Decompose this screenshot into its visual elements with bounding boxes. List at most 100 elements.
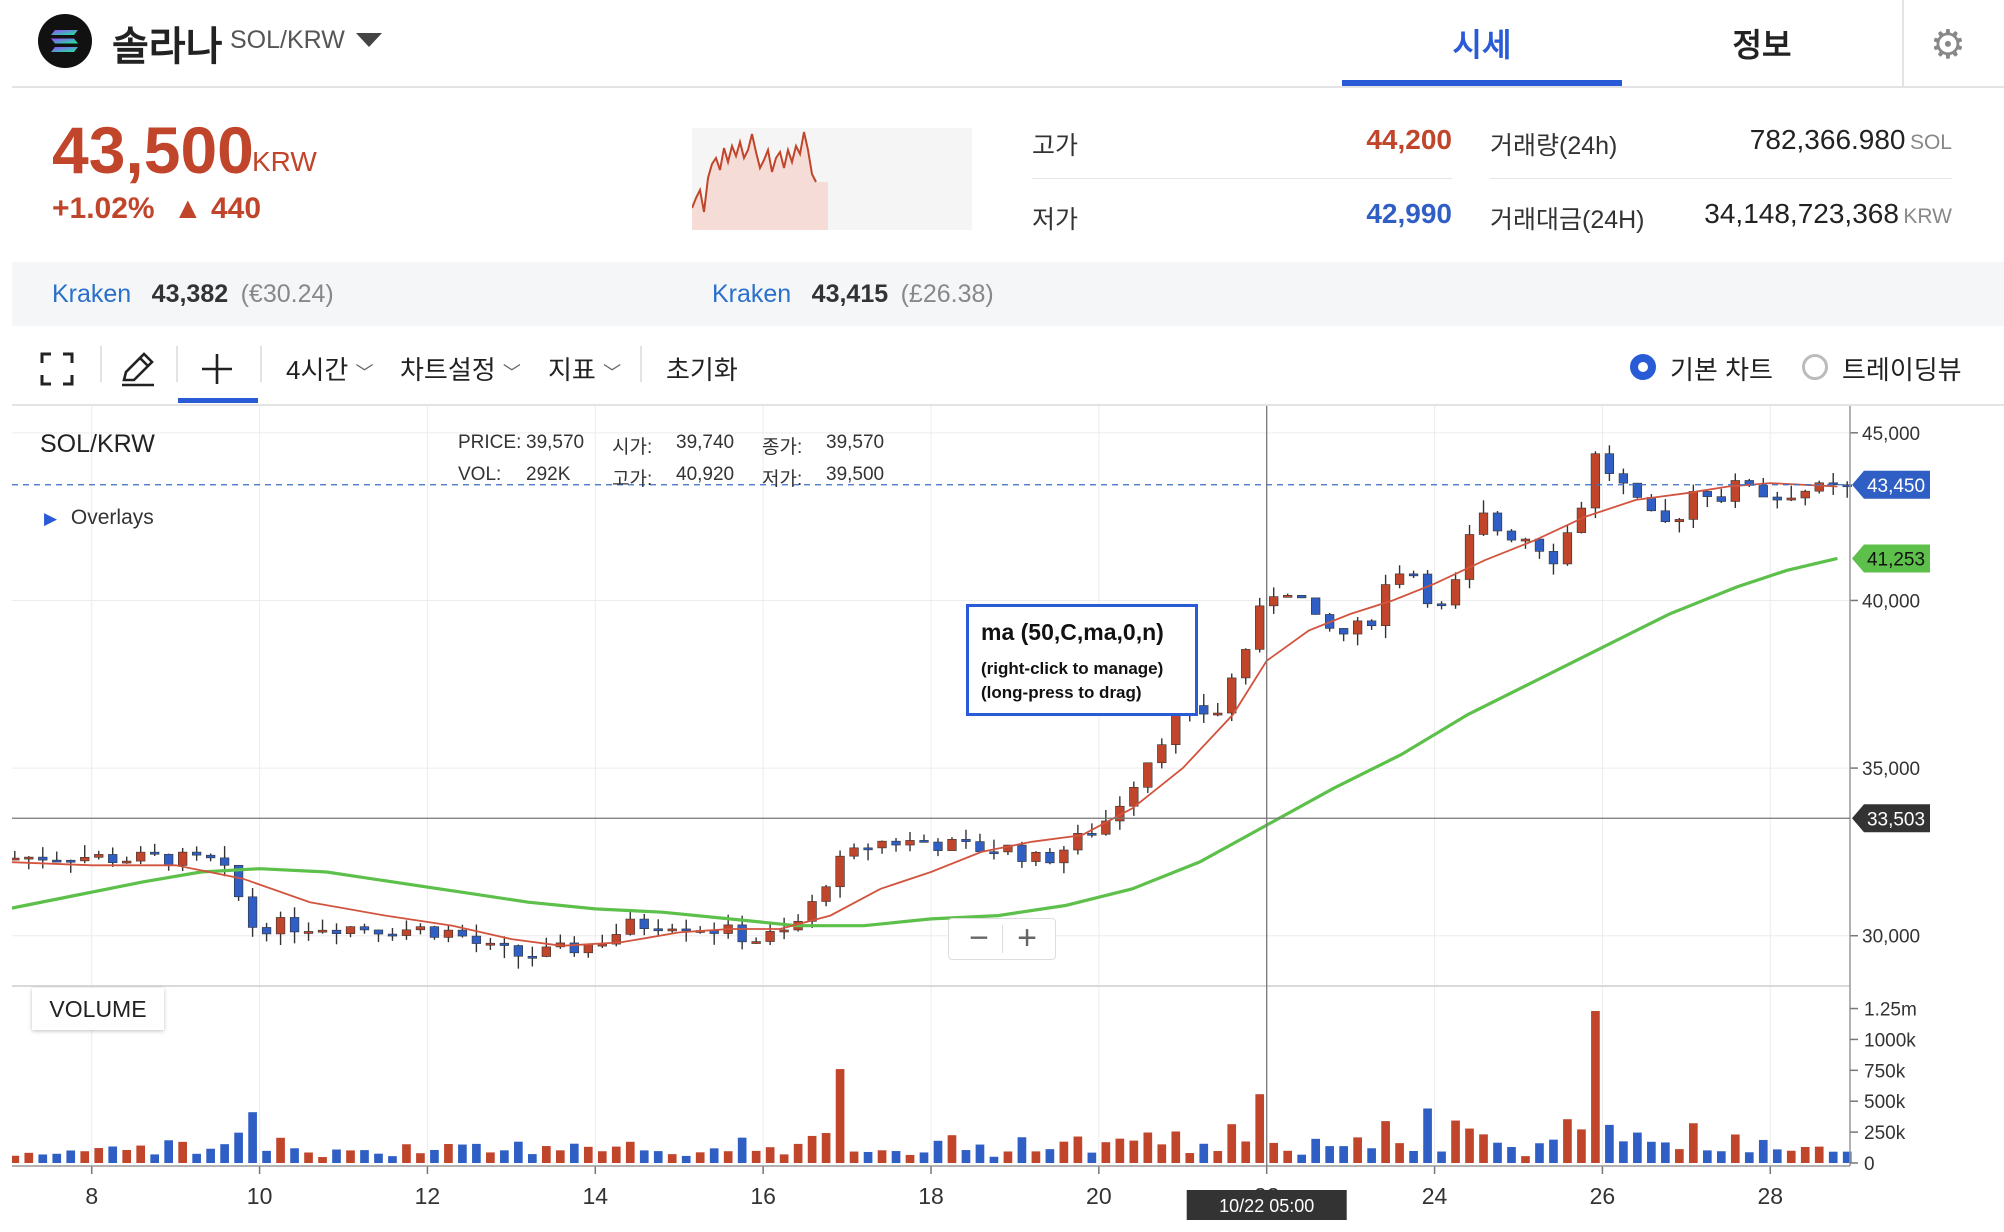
candle-body [12,857,20,861]
crosshair-icon[interactable] [200,352,234,386]
tab-market[interactable]: 시세 [1452,27,1512,63]
candle-body [24,856,34,860]
exchange-price: 43,415 [811,280,889,308]
candle-body [1031,851,1041,862]
zoom-out-button[interactable]: − [969,919,989,957]
price-chart[interactable]: 30,00035,00040,00045,0008101214161820222… [12,406,2004,1232]
candle-body [989,851,999,855]
header-bar [12,0,2004,88]
volume-bar [1744,1152,1754,1163]
open-value: 39,740 [676,432,735,453]
candle-body [1520,538,1531,542]
x-tick-label: 20 [1086,1183,1112,1209]
candle-body [1786,497,1796,501]
candle-body [122,860,132,864]
volume-bar [94,1148,104,1163]
volume-bar [1814,1146,1824,1163]
volume-bar [1003,1151,1013,1163]
ma-tooltip[interactable]: ma (50,C,ma,0,n) (right-click to manage)… [966,604,1198,716]
candle-body [1772,496,1782,501]
volume-bar [458,1144,467,1163]
tradingview-label[interactable]: 트레이딩뷰 [1842,355,1962,385]
dropdown-caret-icon[interactable] [356,33,382,47]
basic-chart-radio[interactable] [1630,354,1656,380]
ma-fast-line [12,482,1838,947]
candle-body [1073,833,1083,851]
divider [1490,178,1952,179]
indicators-dropdown[interactable]: 지표 ﹀ [548,350,621,387]
candle-body [205,854,216,859]
volume-bar [1633,1132,1642,1163]
coin-name: 솔라나 [112,25,223,69]
candle-body [219,857,230,866]
zoom-controls: − + [948,918,1056,960]
candle-body [247,896,258,928]
toolbar-divider [176,346,178,382]
settings-button[interactable] [1902,0,2004,86]
candle-body [1199,705,1209,715]
x-tick-label: 18 [918,1183,944,1209]
price-change: +1.02% ▲ 440 [52,192,261,226]
candle-body [1618,473,1629,484]
candle-body [1604,453,1615,474]
chart-settings-dropdown[interactable]: 차트설정 ﹀ [400,350,521,387]
candle-body [275,917,286,935]
tooltip-title: ma (50,C,ma,0,n) [981,619,1164,645]
candle-body [1590,453,1601,509]
basic-chart-label[interactable]: 기본 차트 [1670,355,1773,385]
candle-body [1087,833,1097,836]
candle-body [261,927,272,935]
last-price-tag [1852,470,1930,499]
volume-bar [318,1157,327,1163]
gear-icon[interactable]: ⚙ [1930,23,1966,67]
volume-bar [346,1150,355,1163]
exchange-price-gbp[interactable]: Kraken 43,415 (£26.38) [712,280,994,309]
fullscreen-icon[interactable] [40,352,74,386]
candle-body [108,854,118,864]
exchange-name: Kraken [712,280,792,308]
volume-bar [1311,1138,1321,1163]
pencil-icon[interactable] [118,350,156,388]
interval-dropdown[interactable]: 4시간 ﹀ [286,350,374,387]
ma-value-tag [1852,544,1930,573]
y-tick-label: 35,000 [1862,759,1920,780]
volume-bar [430,1149,439,1163]
exchange-price-eur[interactable]: Kraken 43,382 (€30.24) [52,280,334,309]
candle-body [1436,603,1447,607]
candle-body [513,945,523,957]
candle-body [1534,538,1545,552]
zoom-in-button[interactable]: + [1017,919,1037,957]
volume-bar [1772,1149,1782,1163]
volume-bar [597,1151,607,1163]
volume-bar [751,1150,761,1163]
amount-label: 거래대금(24H) [1490,206,1645,234]
volume-bar [122,1149,132,1163]
volume-bar [220,1144,229,1163]
volume-bar [681,1155,691,1163]
volume-bar [1605,1124,1614,1163]
candle-body [1688,491,1698,520]
candle-body [1380,584,1391,627]
volume-bar [1395,1143,1404,1163]
x-tick-label: 16 [750,1183,776,1209]
reset-button[interactable]: 초기화 [666,355,738,385]
candle-body [345,926,356,934]
tradingview-radio[interactable] [1802,354,1828,380]
candle-body [373,929,384,935]
x-tick-label: 8 [85,1183,98,1209]
candle-body [1045,851,1055,864]
candle-body [975,841,985,853]
low-label: 저가 [1032,206,1079,234]
triangle-right-icon: ▶ [44,509,58,528]
volume-bar [108,1146,118,1163]
last-price-label: 43,450 [1867,476,1925,497]
candle-body [471,935,482,944]
overlays-toggle[interactable]: ▶ Overlays [44,506,154,530]
tab-info[interactable]: 정보 [1732,27,1792,63]
volume-bar [975,1144,985,1163]
volume-bar [1157,1144,1167,1163]
volume-bar [52,1153,62,1163]
candle-body [667,928,677,932]
volume-bar [695,1152,705,1163]
candle-body [1660,510,1670,523]
